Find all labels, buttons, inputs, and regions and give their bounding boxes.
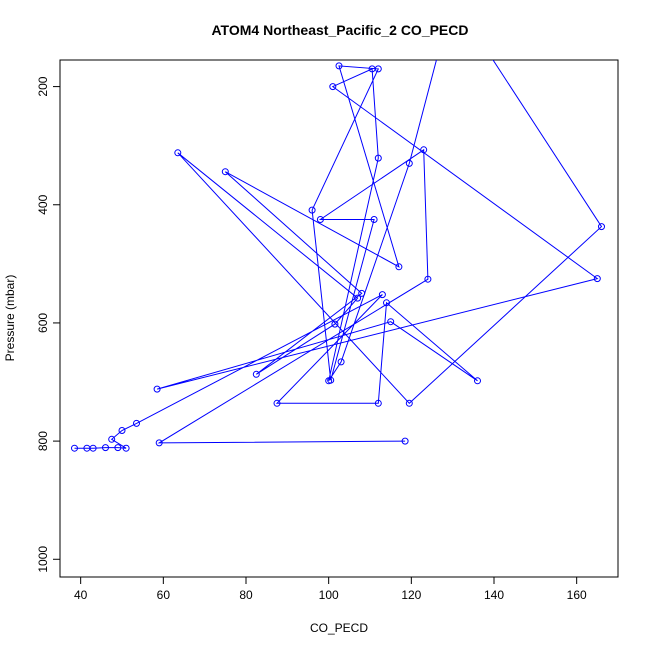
data-point <box>114 444 122 452</box>
data-point <box>108 435 116 443</box>
data-point <box>593 275 601 283</box>
data-point <box>420 146 428 154</box>
y-axis-label: Pressure (mbar) <box>3 275 17 362</box>
data-point <box>374 399 382 407</box>
data-point <box>174 149 182 157</box>
data-point <box>71 444 78 452</box>
x-tick-label: 60 <box>157 588 171 602</box>
data-point <box>374 65 382 73</box>
data-point <box>118 427 126 434</box>
x-axis-label: CO_PECD <box>310 621 368 635</box>
data-point <box>405 399 413 407</box>
y-tick-label: 200 <box>36 76 50 96</box>
data-point <box>598 223 605 231</box>
data-point <box>122 444 130 452</box>
data-point <box>155 439 163 447</box>
data-point <box>273 399 281 407</box>
data-point <box>401 437 409 445</box>
x-tick-label: 80 <box>239 588 253 602</box>
x-tick-label: 40 <box>74 588 88 602</box>
x-tick-label: 120 <box>401 588 421 602</box>
data-point <box>370 216 378 223</box>
data-point <box>308 206 316 214</box>
data-point <box>383 299 390 307</box>
series-layer <box>71 0 605 452</box>
data-point <box>153 385 161 393</box>
chart-title: ATOM4 Northeast_Pacific_2 CO_PECD <box>211 22 468 38</box>
data-point <box>395 263 403 271</box>
data-point <box>354 294 362 302</box>
data-point <box>424 275 432 283</box>
data-point <box>387 318 395 326</box>
data-point <box>474 377 481 385</box>
data-point <box>337 358 345 366</box>
data-point <box>331 320 339 328</box>
y-tick-label: 600 <box>36 313 50 333</box>
data-point <box>329 83 337 91</box>
data-point <box>450 0 456 1</box>
x-tick-label: 100 <box>319 588 339 602</box>
data-point <box>316 216 324 223</box>
x-axis: 40 60 80 100 120 140 160 <box>74 577 587 602</box>
y-axis: 200 400 600 800 1000 <box>36 76 60 573</box>
data-point <box>378 291 386 299</box>
data-point <box>102 444 109 452</box>
series-line <box>74 60 603 449</box>
data-point <box>221 168 229 176</box>
data-point <box>405 159 413 167</box>
data-point <box>252 370 260 378</box>
y-tick-label: 800 <box>36 431 50 451</box>
data-point <box>335 62 343 70</box>
plot-frame <box>59 59 619 578</box>
data-point <box>89 444 97 452</box>
data-point <box>374 154 382 162</box>
y-tick-label: 1000 <box>36 546 50 573</box>
data-point <box>133 419 140 427</box>
data-point <box>327 376 335 384</box>
x-tick-label: 160 <box>567 588 587 602</box>
x-tick-label: 140 <box>484 588 504 602</box>
y-tick-label: 400 <box>36 194 50 214</box>
plot-area: 40 60 80 100 120 140 160 200 400 600 800 1000 <box>36 0 619 602</box>
data-point <box>358 289 366 297</box>
